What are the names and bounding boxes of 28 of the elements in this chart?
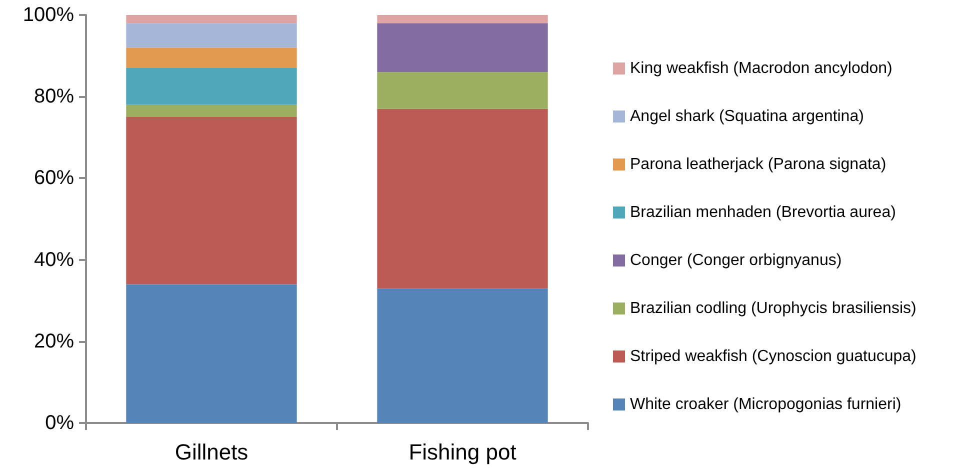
bar <box>126 117 297 284</box>
bar <box>126 104 297 117</box>
y-tick-label: 80% <box>34 86 74 108</box>
bar <box>377 108 548 288</box>
legend-label: Angel shark (Squatina argentina) <box>630 108 864 125</box>
bar <box>126 48 297 68</box>
bar <box>377 23 548 72</box>
y-tick-label: 100% <box>22 4 74 26</box>
bar <box>126 23 297 48</box>
legend-label: Brazilian menhaden (Brevortia aurea) <box>630 204 896 221</box>
legend-label: King weakfish (Macrodon ancylodon) <box>630 60 892 77</box>
legend-label: Conger (Conger orbignyanus) <box>630 252 842 269</box>
legend-label: Brazilian codling (Urophycis brasiliensis) <box>630 300 916 317</box>
x-tick-label: Fishing pot <box>408 440 516 464</box>
x-tick-label: Gillnets <box>174 440 248 464</box>
y-tick-label: 40% <box>34 248 74 271</box>
legend-label: Striped weakfish (Cynoscion guatucupa) <box>630 348 916 365</box>
bar <box>126 68 297 105</box>
y-tick-label: 20% <box>34 330 74 352</box>
bar <box>377 72 548 109</box>
y-tick-label: 60% <box>34 167 74 190</box>
bar <box>377 15 548 24</box>
bar <box>126 15 297 24</box>
bar <box>377 288 548 423</box>
legend-label: Parona leatherjack (Parona signata) <box>630 156 886 173</box>
legend-label: White croaker (Micropogonias furnieri) <box>630 396 902 413</box>
bar <box>126 284 297 423</box>
y-tick-label: 0% <box>45 412 74 434</box>
